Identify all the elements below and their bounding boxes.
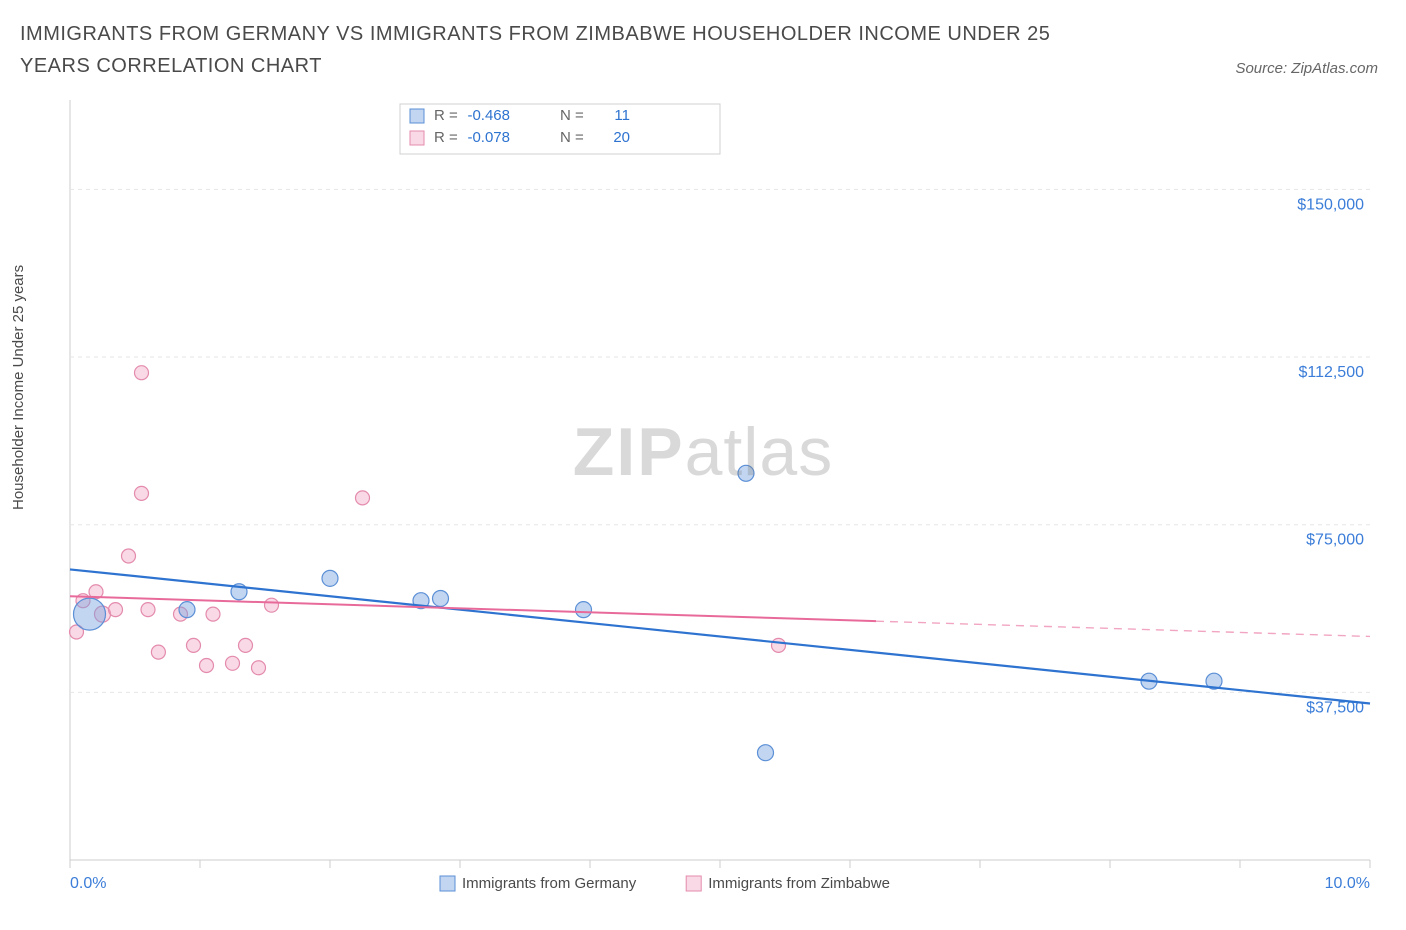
chart-container: Householder Income Under 25 years ZIPatl… [20, 100, 1386, 900]
svg-text:11: 11 [614, 107, 630, 124]
chart-title: IMMIGRANTS FROM GERMANY VS IMMIGRANTS FR… [20, 18, 1120, 82]
svg-text:20: 20 [613, 129, 630, 146]
svg-text:R =: R = [434, 107, 458, 124]
source-attribution: Source: ZipAtlas.com [1235, 60, 1378, 77]
svg-text:-0.468: -0.468 [467, 107, 510, 124]
svg-text:$150,000: $150,000 [1297, 196, 1364, 213]
svg-text:0.0%: 0.0% [70, 875, 106, 892]
svg-text:R =: R = [434, 129, 458, 146]
svg-text:-0.078: -0.078 [467, 129, 510, 146]
svg-text:$112,500: $112,500 [1298, 364, 1364, 381]
svg-text:10.0%: 10.0% [1325, 875, 1370, 892]
scatter-chart: $37,500$75,000$112,500$150,0000.0%10.0%R… [20, 100, 1386, 920]
svg-text:N =: N = [560, 129, 584, 146]
svg-text:N =: N = [560, 107, 584, 124]
svg-text:Immigrants from Zimbabwe: Immigrants from Zimbabwe [708, 875, 890, 892]
y-axis-label: Householder Income Under 25 years [10, 265, 27, 510]
svg-text:Immigrants from Germany: Immigrants from Germany [462, 875, 637, 892]
svg-text:$75,000: $75,000 [1306, 532, 1364, 549]
